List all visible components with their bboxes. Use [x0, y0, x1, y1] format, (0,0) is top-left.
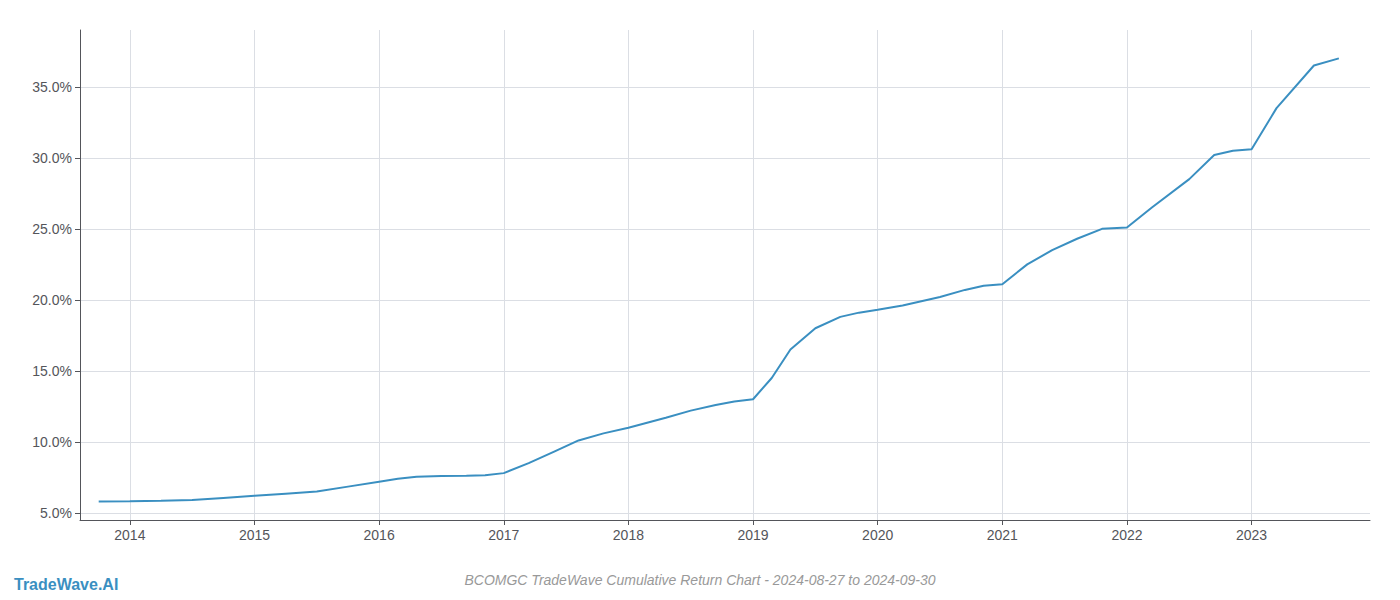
svg-text:20.0%: 20.0%: [32, 292, 72, 308]
svg-text:2015: 2015: [239, 527, 270, 543]
svg-text:2021: 2021: [987, 527, 1018, 543]
svg-text:2020: 2020: [862, 527, 893, 543]
svg-text:2014: 2014: [114, 527, 145, 543]
svg-text:2023: 2023: [1236, 527, 1267, 543]
svg-text:2019: 2019: [737, 527, 768, 543]
svg-text:15.0%: 15.0%: [32, 363, 72, 379]
svg-text:35.0%: 35.0%: [32, 79, 72, 95]
svg-text:2017: 2017: [488, 527, 519, 543]
svg-text:30.0%: 30.0%: [32, 150, 72, 166]
svg-text:5.0%: 5.0%: [40, 505, 72, 521]
svg-text:2022: 2022: [1111, 527, 1142, 543]
svg-text:10.0%: 10.0%: [32, 434, 72, 450]
svg-text:25.0%: 25.0%: [32, 221, 72, 237]
svg-text:BCOMGC TradeWave Cumulative Re: BCOMGC TradeWave Cumulative Return Chart…: [464, 572, 935, 588]
svg-text:2016: 2016: [364, 527, 395, 543]
svg-text:2018: 2018: [613, 527, 644, 543]
svg-text:TradeWave.AI: TradeWave.AI: [14, 576, 118, 593]
